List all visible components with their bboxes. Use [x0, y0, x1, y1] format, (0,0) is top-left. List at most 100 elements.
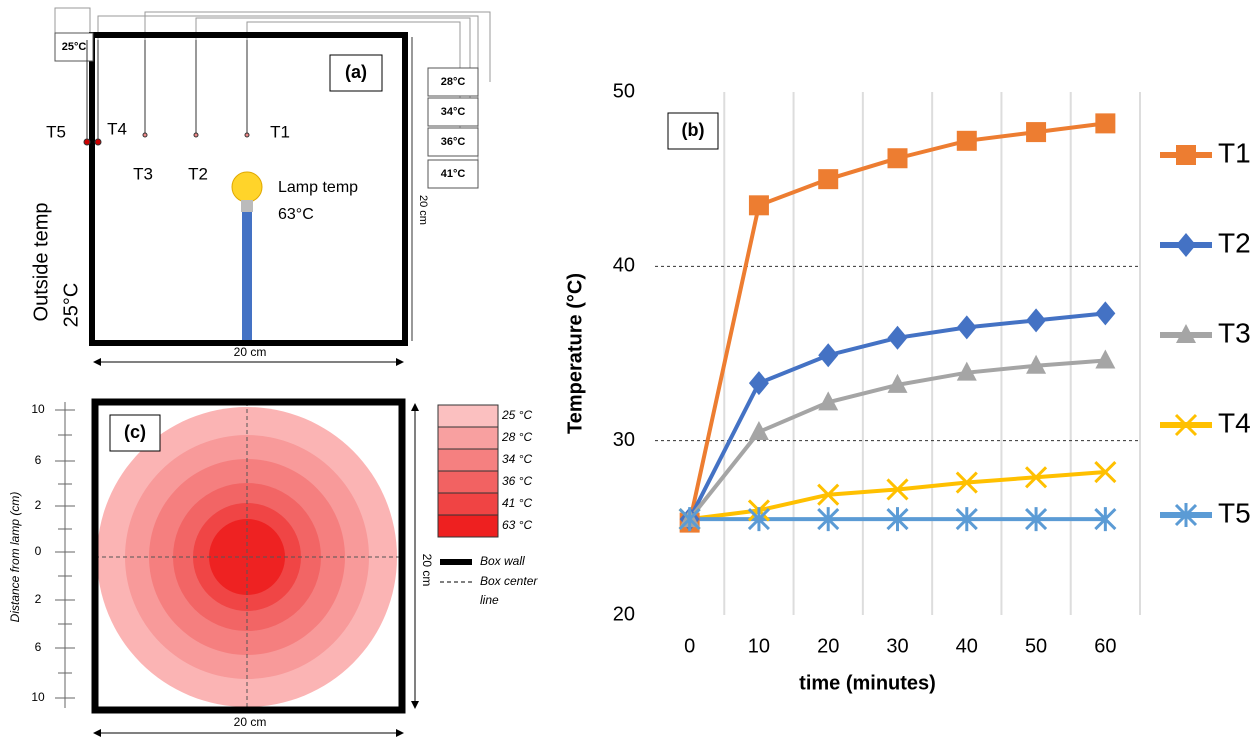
panel-a: 25°C 28°C 34°C 36°C 41°C T5 T4 T3 T2 T1 … [30, 7, 491, 366]
marker [956, 315, 977, 340]
legend-marker [1176, 145, 1196, 165]
marker [955, 471, 978, 494]
reading: 34°C [441, 106, 466, 118]
lamp-label: Lamp temp [278, 179, 358, 196]
box-wall [91, 398, 406, 714]
marker [678, 507, 701, 532]
legend-marker [1174, 413, 1198, 437]
sensor-label: T2 [188, 164, 208, 183]
reading: 28°C [441, 76, 466, 88]
legend-label: 25 °C [501, 408, 532, 422]
ruler-label: 6 [35, 453, 42, 467]
legend-label: 28 °C [501, 430, 532, 444]
marker [1095, 301, 1116, 326]
marker [1095, 349, 1116, 369]
x-tick-label: 20 [817, 635, 839, 657]
readings: 28°C 34°C 36°C 41°C [427, 67, 479, 189]
width-label: 20 cm [234, 345, 267, 359]
ruler-label: 2 [35, 498, 42, 512]
y-tick-label: 40 [613, 255, 635, 277]
sensor-label: T5 [46, 122, 66, 141]
y-tick-label: 30 [613, 429, 635, 451]
panel-c: (c) 25 °C 28 °C 34 °C 36 °C 41 °C 63 °C … [8, 398, 538, 737]
reading: 36°C [441, 136, 466, 148]
ruler-label: 10 [31, 402, 45, 416]
legend-label: T5 [1218, 497, 1250, 528]
x-tick-label: 40 [956, 635, 978, 657]
x-tick-label: 10 [748, 635, 770, 657]
marker [818, 169, 839, 190]
marker [1094, 460, 1117, 484]
x-tick-label: 50 [1025, 635, 1047, 657]
panel-label-box [329, 54, 383, 92]
marker [1026, 308, 1047, 333]
marker [1095, 113, 1116, 134]
width-label: 20 cm [234, 715, 267, 729]
marker [748, 420, 769, 440]
legend-label: 41 °C [502, 496, 532, 510]
ruler-label: 2 [35, 592, 42, 606]
legend-label: T1 [1218, 137, 1250, 168]
marker [887, 325, 908, 350]
lamp-temp: 63°C [278, 206, 314, 223]
marker [1026, 354, 1047, 374]
sensors [83, 40, 250, 146]
marker [886, 507, 909, 532]
marker [817, 483, 840, 506]
legend-marker [1174, 503, 1198, 527]
marker [1094, 507, 1117, 532]
y-tick-label: 20 [613, 603, 635, 625]
panel-label: (a) [345, 62, 367, 82]
x-tick-label: 60 [1094, 635, 1116, 657]
reading: 25°C [62, 41, 87, 53]
outside-temp: 25°C [60, 283, 82, 328]
legend-label: 34 °C [502, 452, 532, 466]
lamp-stand [242, 210, 252, 340]
x-tick-label: 0 [684, 635, 695, 657]
box-wall [89, 32, 408, 346]
sensor-label: T3 [133, 164, 153, 183]
legend-label: T2 [1218, 227, 1250, 258]
panel-label: (c) [124, 422, 146, 442]
reading: 41°C [441, 168, 466, 180]
y-axis-title: Temperature (°C) [564, 273, 586, 434]
lamp-bulb [231, 171, 263, 203]
panel-b: 20 30 40 50 0 10 20 30 40 50 60 time (minutes) Tempe… [564, 80, 1250, 694]
marker [887, 148, 908, 169]
legend-label: 63 °C [502, 518, 532, 532]
panel-label-box [667, 112, 719, 150]
marker [818, 343, 839, 368]
marker [817, 507, 840, 532]
marker [956, 361, 977, 381]
legend-marker [1176, 233, 1196, 257]
center-line-label: Box center [480, 574, 538, 588]
outside-label: Outside temp [30, 203, 52, 322]
sensor-label: T1 [270, 122, 290, 141]
legend-label: T3 [1218, 317, 1250, 348]
height-label: 20 cm [417, 195, 429, 225]
ruler [55, 402, 75, 708]
marker [747, 507, 770, 532]
panel-label-box [109, 414, 161, 452]
marker [1025, 466, 1048, 489]
ruler-label: 6 [35, 640, 42, 654]
panel-label: (b) [682, 120, 705, 140]
axis-label: Distance from lamp (cm) [8, 492, 22, 623]
legend-label: T4 [1218, 407, 1250, 438]
marker [887, 373, 908, 393]
wall-label: Box wall [480, 554, 525, 568]
marker [956, 130, 977, 151]
marker [748, 371, 769, 396]
marker [886, 478, 909, 501]
lamp-base [241, 200, 253, 212]
ruler-label: 0 [35, 544, 42, 558]
ruler-label: 10 [31, 690, 45, 704]
marker [818, 391, 839, 411]
x-tick-label: 30 [886, 635, 908, 657]
center-line-label: line [480, 593, 499, 607]
legend-swatches [437, 404, 499, 538]
marker [1026, 122, 1047, 143]
y-tick-label: 50 [613, 80, 635, 102]
x-axis-title: time (minutes) [799, 672, 936, 694]
